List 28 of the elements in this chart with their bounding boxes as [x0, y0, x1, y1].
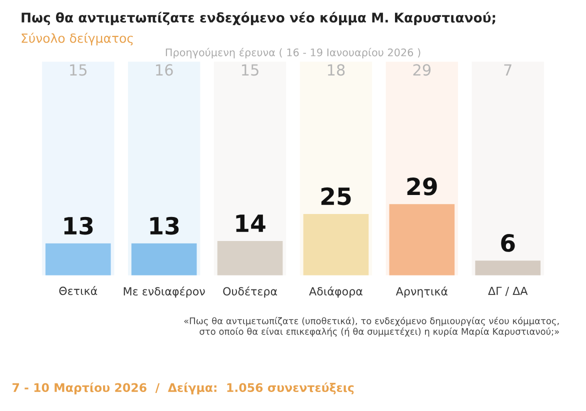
text: «Πως θα αντιμετωπίζατε (υποθετικά), το ενδεχόμενο δημιουργίας νέου κόμματος, στο οποίο θα είναι επικεφαλής (ή θα συμμετέχει) η κυρία Μαρία Καρυστιανού;»: [184, 316, 559, 337]
bar: [45, 243, 111, 276]
text: 7: [504, 64, 512, 76]
text: 29: [413, 64, 431, 76]
text: Προηγούμενη έρευνα ( 16 - 19 Ιανουαρίου 2026 ): [166, 48, 420, 58]
bar: [131, 243, 197, 276]
data-label: 14: [236, 214, 266, 232]
data-label: 6: [501, 234, 515, 252]
text: 15: [70, 64, 87, 76]
text: 7 - 10 Μαρτίου 2026 / Δείγμα: 1.056 συνεντεύξεις: [12, 382, 354, 394]
bar: [303, 214, 369, 276]
text: 15: [242, 64, 258, 76]
bar: [217, 240, 283, 276]
text: 16: [156, 64, 173, 76]
x-tick-label: Ουδέτερα: [223, 286, 278, 298]
chart-title: Πως θα αντιμετωπίζατε ενδεχόμενο νέο κόμμα Μ. Καρυστιανού;: [22, 12, 496, 26]
data-label: 29: [407, 178, 437, 196]
x-tick-label: Με ενδιαφέρον: [124, 286, 205, 298]
chart-subtitle: Σύνολο δείγματος: [22, 32, 133, 46]
bar: [475, 260, 541, 276]
x-tick-label: Αδιάφορα: [309, 286, 362, 298]
data-label: 25: [321, 187, 351, 206]
data-label: 13: [64, 216, 93, 235]
data-label: 13: [150, 216, 179, 235]
text: 18: [328, 64, 345, 76]
x-tick-label: ΔΓ / ΔΑ: [488, 286, 528, 296]
x-tick-label: Θετικά: [59, 286, 98, 296]
x-tick-label: Αρνητικά: [396, 286, 448, 298]
